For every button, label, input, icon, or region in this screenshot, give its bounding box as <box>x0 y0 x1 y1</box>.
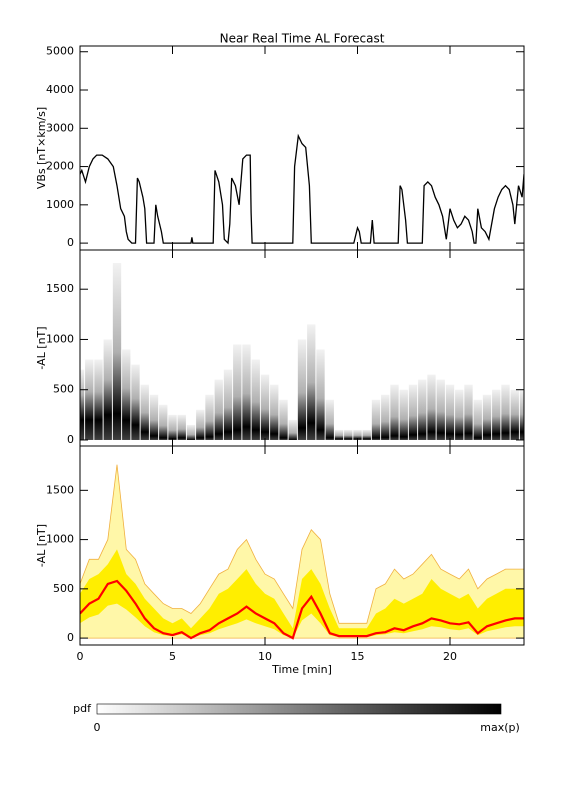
x-tick-label: 15 <box>351 650 365 663</box>
y-tick-label: 3000 <box>46 121 74 134</box>
density-column <box>140 384 149 440</box>
density-column <box>501 384 510 440</box>
density-column <box>260 374 270 440</box>
y-tick-label: 1000 <box>46 533 74 546</box>
density-column <box>159 404 168 440</box>
density-column <box>214 379 223 440</box>
y-tick-label: 1500 <box>46 282 74 295</box>
density-column <box>362 429 371 440</box>
x-axis-label: Time [min] <box>271 663 332 676</box>
x-tick-label: 5 <box>169 650 176 663</box>
density-column <box>473 399 482 440</box>
density-column <box>371 399 381 440</box>
density-column <box>205 394 214 440</box>
vbs-line <box>80 133 524 245</box>
density-column <box>122 349 131 440</box>
density-column <box>131 364 140 440</box>
y-tick-label: 1500 <box>46 483 74 496</box>
density-column <box>177 414 186 440</box>
y-tick-label: 500 <box>53 582 74 595</box>
y-tick-label: 4000 <box>46 83 74 96</box>
density-column <box>510 389 519 440</box>
y-tick-label: 2000 <box>46 160 74 173</box>
density-column <box>103 339 112 440</box>
density-column <box>242 344 251 440</box>
y-tick-label: 5000 <box>46 45 74 58</box>
density-column <box>85 359 94 440</box>
density-column <box>353 429 362 440</box>
plot-area <box>80 133 524 245</box>
density-column <box>149 394 159 440</box>
density-column <box>168 414 177 440</box>
density-column <box>297 339 307 440</box>
plot-frame <box>79 45 525 251</box>
plot-area <box>80 464 524 640</box>
density-column <box>80 369 85 440</box>
density-column <box>316 349 325 440</box>
chart-title: Near Real Time AL Forecast <box>220 32 385 46</box>
density-column <box>196 409 205 440</box>
density-column <box>418 379 427 440</box>
density-column <box>408 384 418 440</box>
y-axis-label: -AL [nT] <box>35 524 48 567</box>
plot-area <box>80 263 524 440</box>
y-axis-label: -AL [nT] <box>35 326 48 369</box>
density-column <box>344 429 353 440</box>
x-tick-label: 10 <box>258 650 272 663</box>
density-column <box>519 389 524 440</box>
colorbar-label: pdf <box>73 702 92 715</box>
colorbar-min: 0 <box>94 721 101 734</box>
density-column <box>94 359 103 440</box>
density-column <box>482 394 492 440</box>
y-tick-label: 500 <box>53 383 74 396</box>
x-tick-label: 20 <box>443 650 457 663</box>
density-column <box>186 424 196 440</box>
density-column <box>464 384 473 440</box>
y-tick-label: 1000 <box>46 198 74 211</box>
density-column <box>233 344 242 440</box>
y-tick-label: 0 <box>67 433 74 446</box>
density-column <box>492 389 501 440</box>
density-column <box>279 399 288 440</box>
density-column <box>251 359 260 440</box>
y-tick-label: 0 <box>67 236 74 249</box>
y-axis-label: VBs [nT×km/s] <box>35 107 48 189</box>
max-area <box>80 464 524 639</box>
colorbar-max: max(p) <box>480 721 520 734</box>
x-tick-label: 0 <box>77 650 84 663</box>
density-column <box>381 394 390 440</box>
y-tick-label: 0 <box>67 631 74 644</box>
y-tick-label: 1000 <box>46 332 74 345</box>
colorbar <box>96 703 502 715</box>
plot-frame <box>79 445 525 646</box>
density-column <box>307 324 316 440</box>
density-column <box>334 429 344 440</box>
density-column <box>399 389 408 440</box>
density-column <box>325 399 334 440</box>
median-line <box>80 579 524 640</box>
quantile-band <box>80 549 524 639</box>
density-column <box>427 374 436 440</box>
density-column <box>288 419 297 440</box>
density-column <box>390 384 399 440</box>
density-column <box>436 379 445 440</box>
density-column <box>112 263 122 440</box>
density-column <box>270 384 279 440</box>
density-column <box>223 369 233 440</box>
density-column <box>455 389 464 440</box>
density-column <box>445 384 455 440</box>
